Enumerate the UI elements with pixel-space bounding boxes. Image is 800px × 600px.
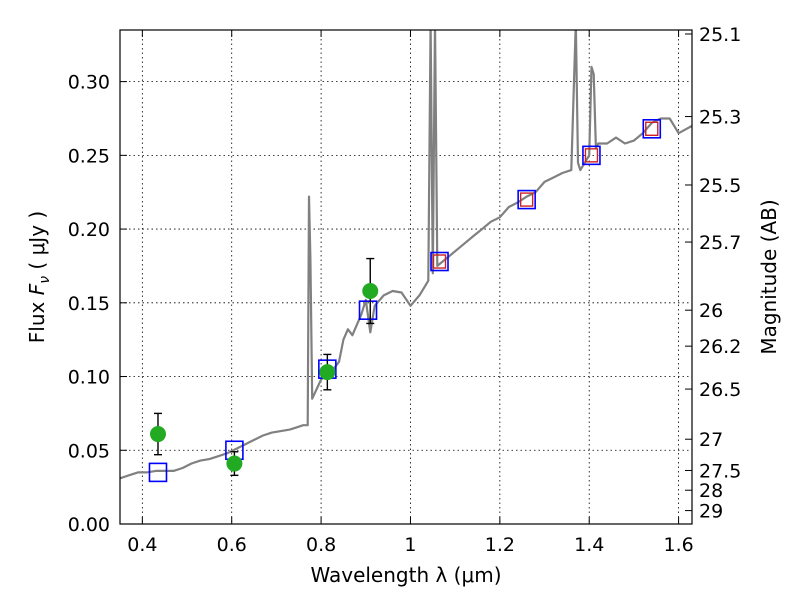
model-photometry-inner-box-5: [519, 192, 534, 207]
y-tick-label-1: 0.05: [68, 440, 110, 462]
axis-ticks: 0.4 0.6 0.8 1 1.2 1.4 1.6 0.00 0.05 0.10 0.15 0.20 0…: [68, 24, 742, 556]
y-tick-label-4: 0.20: [68, 219, 110, 241]
x-tick-label-1: 0.6: [217, 534, 247, 556]
x-tick-label-6: 1.6: [663, 534, 693, 556]
x-tick-label-0: 0.4: [127, 534, 157, 556]
y-tick-label-2: 0.10: [68, 367, 110, 389]
y2-tick-label-7: 27: [699, 429, 723, 451]
model-photometry-box-7: [642, 119, 662, 139]
y-tick-label-6: 0.30: [68, 72, 110, 94]
model-photometry-box-6: [582, 145, 601, 166]
model-photometry-inner-box-6: [584, 148, 599, 163]
y-axis-label: Flux Fν ( μJy ): [25, 211, 53, 343]
y2-tick-label-1: 25.3: [699, 107, 741, 129]
x-tick-label-3: 1: [404, 534, 416, 556]
model-photometry-box-3: [358, 300, 378, 320]
y-tick-label-5: 0.25: [68, 145, 110, 167]
observed-point-2: [319, 364, 336, 381]
observed-point-1: [226, 455, 243, 472]
y2-tick-label-4: 26: [699, 300, 723, 322]
y2-tick-label-8: 27.5: [699, 460, 741, 482]
plot-area: [120, 30, 692, 483]
y-axis-label-suffix: ( μJy ): [25, 211, 49, 276]
x-tick-label-5: 1.4: [574, 534, 604, 556]
model-photometry-box-5: [517, 189, 536, 210]
y-tick-label-3: 0.15: [68, 293, 110, 315]
y-axis-label-subscript: ν: [37, 276, 53, 284]
y2-tick-label-9: 28: [699, 480, 723, 502]
y2-tick-label-0: 25.1: [699, 24, 741, 46]
x-tick-label-2: 0.8: [306, 534, 336, 556]
observed-point-0: [149, 426, 166, 443]
x-tick-label-4: 1.2: [485, 534, 515, 556]
model-photometry-box-4: [430, 251, 449, 272]
y-tick-label-0: 0.00: [68, 514, 110, 536]
y2-tick-label-3: 25.7: [699, 232, 741, 254]
data-group: [120, 30, 692, 483]
y2-tick-label-10: 29: [699, 501, 723, 523]
y2-axis-label: Magnitude (AB): [757, 199, 781, 354]
observed-point-3: [362, 283, 379, 300]
plot-frame: [119, 29, 693, 525]
model-spectrum-line: [120, 30, 692, 480]
model-photometry-inner-box-4: [432, 254, 447, 269]
y-axis-label-symbol: F: [25, 283, 49, 295]
grid: [120, 30, 692, 524]
y2-tick-label-6: 26.5: [699, 379, 741, 401]
y2-tick-label-2: 25.5: [699, 175, 741, 197]
model-photometry-inner-box-7: [645, 121, 659, 137]
y2-tick-label-5: 26.2: [699, 336, 741, 358]
model-photometry-box-0: [148, 462, 168, 483]
y-axis-label-prefix: Flux: [25, 295, 49, 343]
x-axis-label: Wavelength λ (μm): [310, 563, 501, 587]
